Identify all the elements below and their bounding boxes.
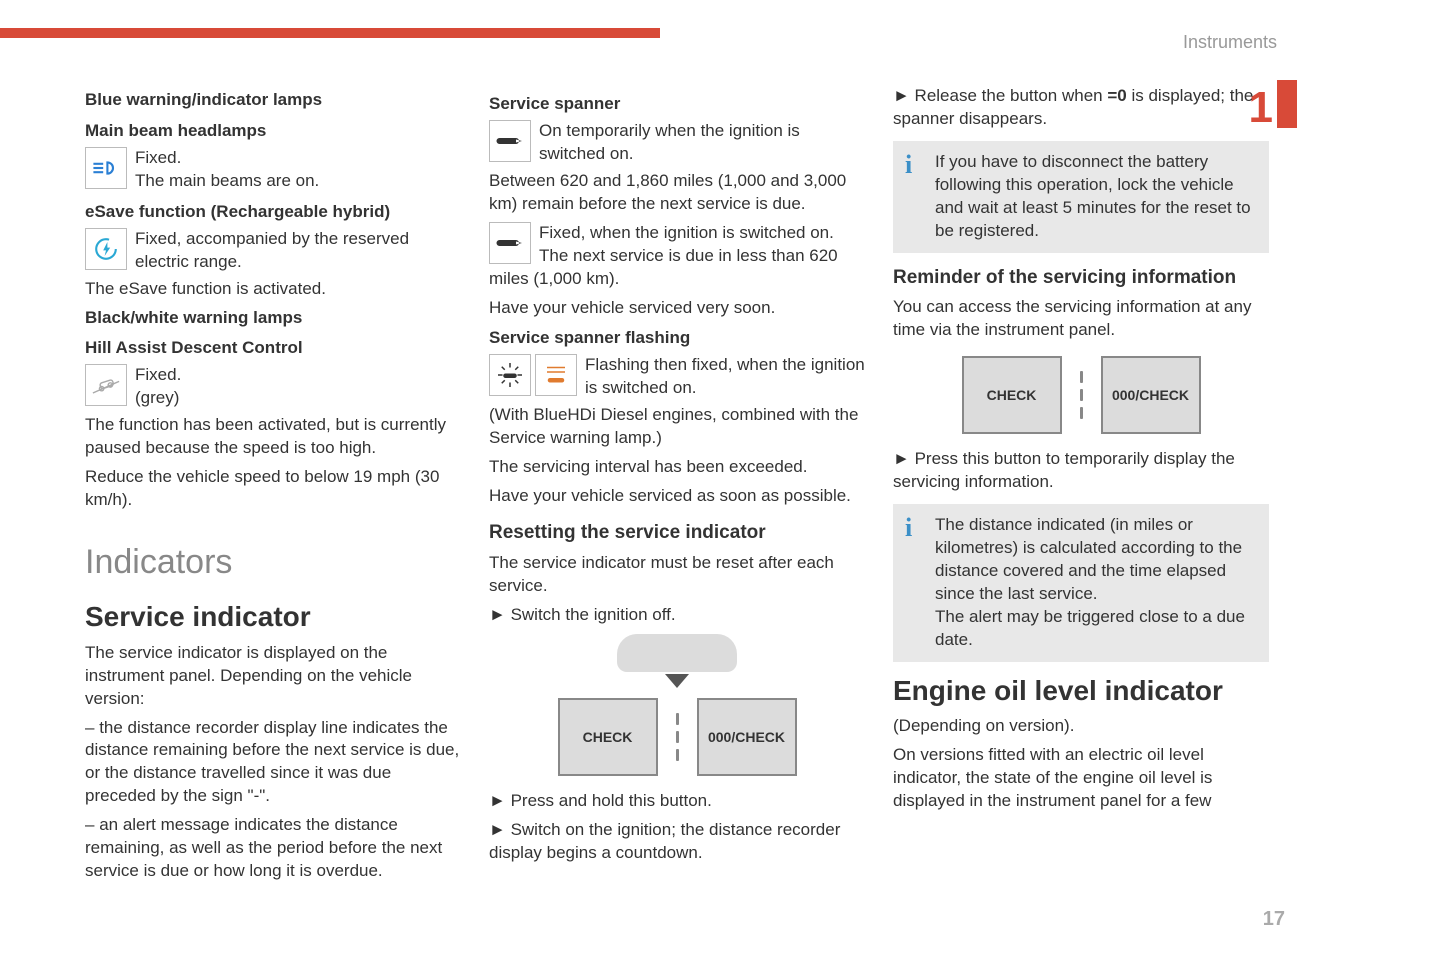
flash-icon-pair (489, 354, 577, 396)
hill-row: Fixed. (grey) (85, 364, 461, 410)
release-pre: Release the button when (910, 86, 1108, 105)
info-icon: i (905, 147, 912, 182)
spanner-row2: Fixed, when the ignition is switched on.… (489, 222, 865, 268)
header-section-label: Instruments (1183, 30, 1277, 54)
esave-text: Fixed, accompanied by the reserved elect… (135, 228, 461, 274)
heading-esave: eSave function (Rechargeable hybrid) (85, 201, 461, 224)
heading-resetting: Resetting the service indicator (489, 520, 865, 546)
esave-icon (85, 228, 127, 270)
reminder-bullet1: Press this button to temporarily display… (893, 448, 1269, 494)
engine-para1: (Depending on version). (893, 715, 1269, 738)
heading-indicators: Indicators (85, 540, 461, 586)
info-box-distance: i The distance indicated (in miles or ki… (893, 504, 1269, 662)
esave-row: Fixed, accompanied by the reserved elect… (85, 228, 461, 274)
chapter-tab (1277, 80, 1297, 128)
hill-text: Fixed. (grey) (135, 364, 461, 410)
spanner-l3: The next service is due in less than 620 (539, 245, 865, 268)
hill-line2: (grey) (135, 387, 461, 410)
button-separator (676, 713, 679, 761)
spanner-text1: On temporarily when the ignition is swit… (539, 120, 865, 166)
info1-text: If you have to disconnect the battery fo… (935, 151, 1255, 243)
button-separator-2 (1080, 371, 1083, 419)
esave-para: The eSave function is activated. (85, 278, 461, 301)
heading-service-indicator: Service indicator (85, 598, 461, 636)
info-box-battery: i If you have to disconnect the battery … (893, 141, 1269, 253)
spanner-text2: Fixed, when the ignition is switched on.… (539, 222, 865, 268)
000-check-button: 000/CHECK (697, 698, 797, 776)
column-3: ► Release the button when =0 is displaye… (893, 85, 1269, 889)
column-2: Service spanner On temporarily when the … (489, 85, 865, 889)
reset-para1: The service indicator must be reset afte… (489, 552, 865, 598)
spanner-icon (489, 120, 531, 162)
si-para1: The service indicator is displayed on th… (85, 642, 461, 711)
heading-service-spanner: Service spanner (489, 93, 865, 116)
reminder-para1: You can access the servicing information… (893, 296, 1269, 342)
000-check-button-2: 000/CHECK (1101, 356, 1201, 434)
si-bullet2: an alert message indicates the distance … (85, 814, 461, 883)
flash-row: Flashing then fixed, when the ignition i… (489, 354, 865, 400)
flash-text: Flashing then fixed, when the ignition i… (585, 354, 865, 400)
main-beam-icon (85, 147, 127, 189)
heading-hill-assist: Hill Assist Descent Control (85, 337, 461, 360)
spanner-l2: Fixed, when the ignition is switched on. (539, 222, 865, 245)
engine-para2: On versions fitted with an electric oil … (893, 744, 1269, 813)
hill-assist-icon (85, 364, 127, 406)
release-bold: =0 (1107, 86, 1126, 105)
si-bullet1: the distance recorder display line indic… (85, 717, 461, 809)
reset-bullet3: Switch on the ignition; the distance rec… (489, 819, 865, 865)
main-beam-text: Fixed. The main beams are on. (135, 147, 461, 193)
spanner-para1: Between 620 and 1,860 miles (1,000 and 3… (489, 170, 865, 216)
heading-main-beam: Main beam headlamps (85, 120, 461, 143)
main-beam-line1: Fixed. (135, 147, 461, 170)
page-number: 17 (1263, 906, 1285, 933)
hill-para1: The function has been activated, but is … (85, 414, 461, 460)
heading-bw-lamps: Black/white warning lamps (85, 307, 461, 330)
flash-para1: (With BlueHDi Diesel engines, combined w… (489, 404, 865, 450)
spanner-icon-2 (489, 222, 531, 264)
info-icon-2: i (905, 510, 912, 545)
flash-icon-black (489, 354, 531, 396)
heading-reminder: Reminder of the servicing information (893, 265, 1269, 291)
hill-para2: Reduce the vehicle speed to below 19 mph… (85, 466, 461, 512)
main-beam-line2: The main beams are on. (135, 170, 461, 193)
flash-icon-orange (535, 354, 577, 396)
check-button: CHECK (558, 698, 658, 776)
car-silhouette-icon (617, 634, 737, 684)
main-beam-row: Fixed. The main beams are on. (85, 147, 461, 193)
spanner-para3: Have your vehicle serviced very soon. (489, 297, 865, 320)
hill-line1: Fixed. (135, 364, 461, 387)
flash-para2: The servicing interval has been exceeded… (489, 456, 865, 479)
heading-spanner-flashing: Service spanner flashing (489, 327, 865, 350)
page-content: Blue warning/indicator lamps Main beam h… (85, 85, 1270, 889)
button-diagram-2: CHECK 000/CHECK (893, 356, 1269, 434)
info2-text: The distance indicated (in miles or kilo… (935, 514, 1255, 652)
button-diagram-1: CHECK 000/CHECK (489, 698, 865, 776)
reset-bullet1: Switch the ignition off. (489, 604, 865, 627)
flash-para3: Have your vehicle serviced as soon as po… (489, 485, 865, 508)
column-1: Blue warning/indicator lamps Main beam h… (85, 85, 461, 889)
heading-blue-lamps: Blue warning/indicator lamps (85, 89, 461, 112)
reset-bullet2: Press and hold this button. (489, 790, 865, 813)
release-line: ► Release the button when =0 is displaye… (893, 85, 1269, 131)
spanner-row1: On temporarily when the ignition is swit… (489, 120, 865, 166)
check-button-2: CHECK (962, 356, 1062, 434)
header-red-bar (0, 28, 660, 38)
spanner-para2: miles (1,000 km). (489, 268, 865, 291)
heading-engine-oil: Engine oil level indicator (893, 672, 1269, 710)
